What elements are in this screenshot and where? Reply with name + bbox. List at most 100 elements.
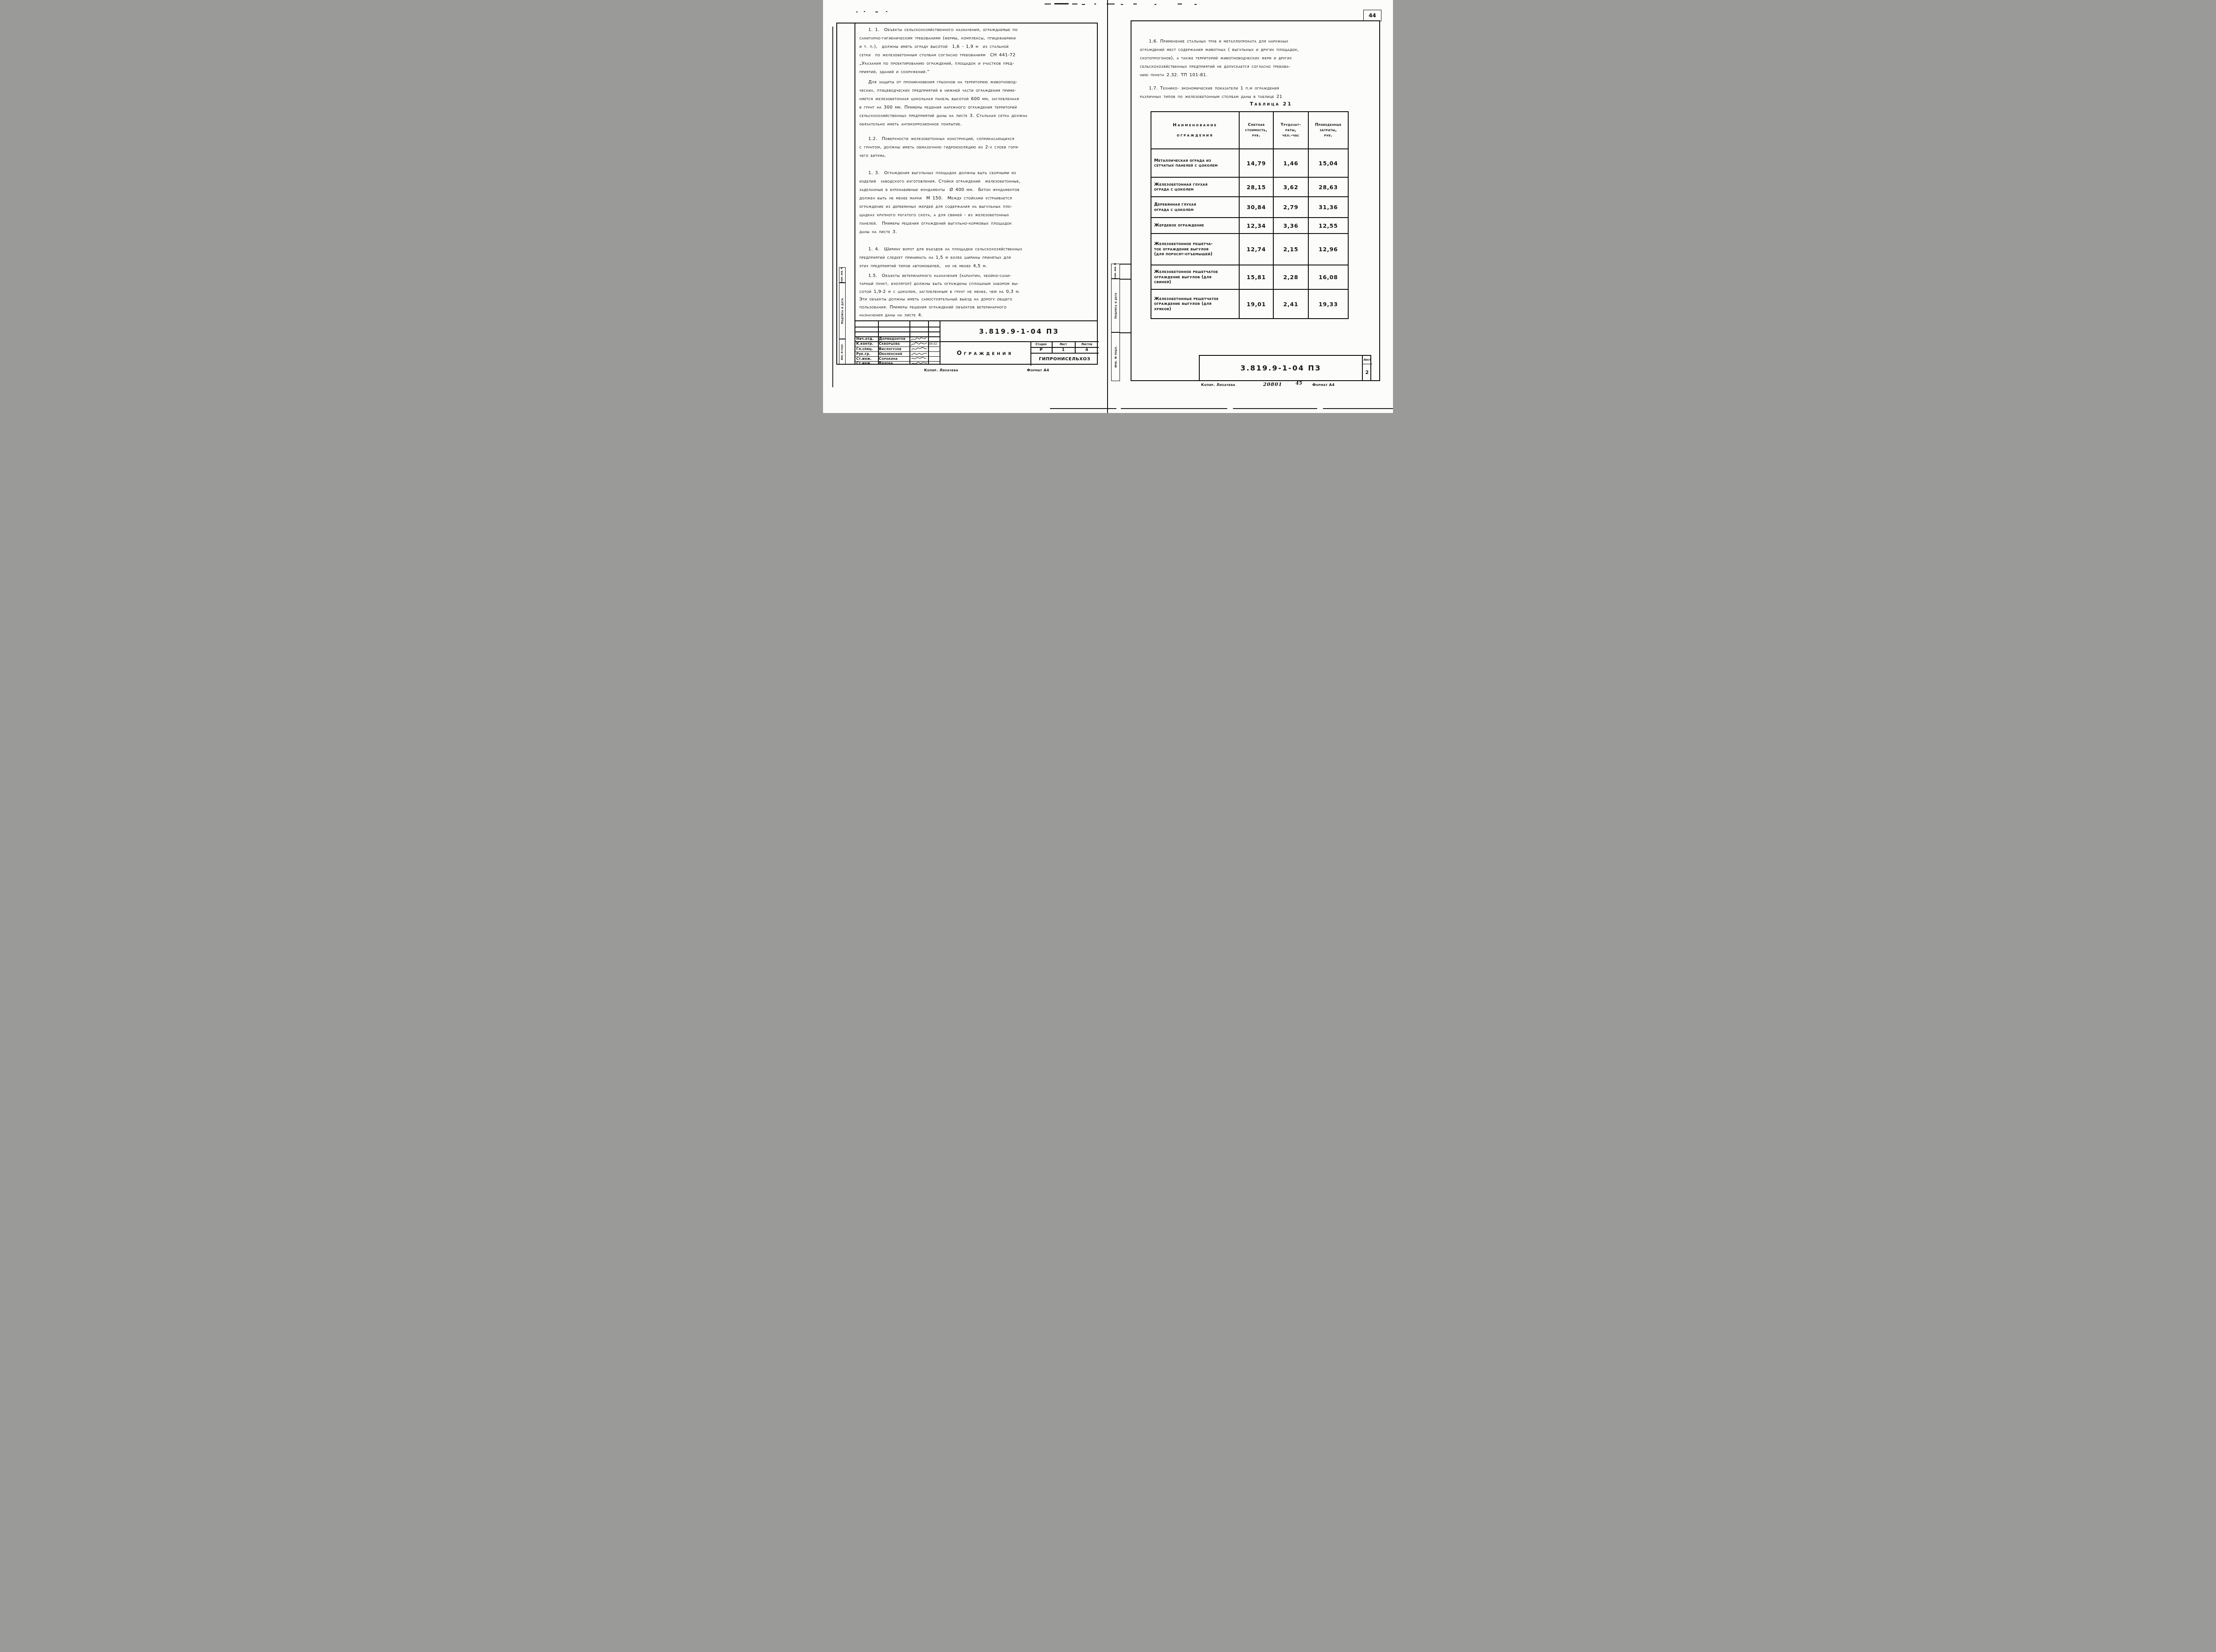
margin-tick xyxy=(1120,332,1131,333)
table-header-row: Наименование ограждения Сметная стоимост… xyxy=(1151,112,1348,148)
sheet-value: 2 xyxy=(1365,369,1369,375)
stage-header: Стадия xyxy=(1035,342,1047,346)
margin-tick xyxy=(1120,264,1131,265)
cell-labor: 2,41 xyxy=(1273,290,1308,318)
cell-cost: 30,84 xyxy=(1239,197,1273,217)
title-block-role: Гл.спец. xyxy=(856,347,873,351)
format-note: Формат А4 xyxy=(1027,368,1049,372)
signature-scribble xyxy=(911,356,928,361)
title-block-line xyxy=(855,351,940,352)
title-block-name: Оболенский xyxy=(879,351,902,356)
title-block-name: Дормидонтов xyxy=(879,337,906,341)
sheets-value: 4 xyxy=(1085,347,1088,352)
cell-labor: 3,36 xyxy=(1273,218,1308,233)
paragraph-1-1b: Для защиты от проникновения грызунов на … xyxy=(859,80,1028,127)
title-block-line xyxy=(909,321,910,364)
margin-label-podpis: Подпись и дата xyxy=(840,298,844,324)
cell-cost: 12,74 xyxy=(1239,234,1273,265)
table-row: Железобетонное решетча- тое ограждение в… xyxy=(1151,233,1348,265)
column-header-name: Наименование ограждения xyxy=(1173,123,1217,138)
cell-reduced: 31,36 xyxy=(1308,197,1348,217)
cell-labor: 2,15 xyxy=(1273,234,1308,265)
cell-cost: 28,15 xyxy=(1239,178,1273,196)
cell-labor: 1,46 xyxy=(1273,149,1308,177)
scanned-document: Взам. инв. N Подпись и дата Инв. N подл.… xyxy=(823,0,1393,413)
scan-artifact-dash xyxy=(1121,4,1123,5)
table-21: Наименование ограждения Сметная стоимост… xyxy=(1151,111,1349,319)
project-title: Ограждения xyxy=(956,350,1014,357)
scan-artifact-dash xyxy=(1121,408,1227,409)
cell-name: Железобетонное решетчатое ограждение выг… xyxy=(1154,269,1218,285)
margin-label-vzam: Взам. инв. N xyxy=(841,267,844,283)
bottom-stamp: 3.819.9-1-04 ПЗ Лист 2 xyxy=(1199,355,1372,381)
margin-box-podpis: Подпись и дата xyxy=(839,283,846,339)
signature-scribble xyxy=(911,337,928,341)
title-block-line xyxy=(855,336,940,337)
sheet-label: Лист xyxy=(1363,358,1371,362)
cell-reduced: 16,08 xyxy=(1308,265,1348,289)
column-header-labor: Трудозат- раты, чел.-час xyxy=(1273,112,1308,148)
scan-artifact-dash xyxy=(1233,408,1317,409)
cell-name: Железобетонное решетча- тое ограждение в… xyxy=(1154,242,1213,257)
sheet-header: Лист xyxy=(1059,342,1067,346)
cell-cost: 19,01 xyxy=(1239,290,1273,318)
sheet-value-cell: 2 xyxy=(1362,364,1372,380)
paragraph-1-3: 1. 3. Ограждения выгульных площадок долж… xyxy=(859,171,1021,234)
signature-scribble xyxy=(911,347,928,351)
cell-reduced: 28,63 xyxy=(1308,178,1348,196)
margin-label-podpis: Подпись и дата xyxy=(1114,292,1118,319)
left-page-inner-frame-line xyxy=(854,23,855,365)
signature-scribble xyxy=(911,361,928,366)
paragraph-1-1: 1. 1. Объекты сельскохозяйственного назн… xyxy=(859,27,1018,74)
page-mark: 45 xyxy=(1295,380,1303,386)
title-block-line xyxy=(928,321,929,364)
scan-artifact-dash xyxy=(1323,408,1393,409)
document-number: 3.819.9-1-04 ПЗ xyxy=(1240,364,1322,372)
margin-tick xyxy=(1120,279,1131,280)
title-block-name: Скворцова xyxy=(879,342,900,346)
margin-box-inv: Инв. N подл. xyxy=(839,339,846,365)
title-block-line xyxy=(855,331,940,332)
stamp-line xyxy=(1362,356,1363,380)
table-row: Железобетонная глухая ограда с цоколем 2… xyxy=(1151,177,1348,196)
cell-reduced: 12,55 xyxy=(1308,218,1348,233)
order-number: 20801 xyxy=(1263,382,1283,387)
margin-box-vzam: Взам. инв. N xyxy=(1111,263,1120,280)
cell-reduced: 12,96 xyxy=(1308,234,1348,265)
cell-labor: 2,28 xyxy=(1273,265,1308,289)
title-block-line xyxy=(1030,347,1099,348)
table-row: Жердевое ограждение 12,34 3,36 12,55 xyxy=(1151,217,1348,233)
cell-reduced: 15,04 xyxy=(1308,149,1348,177)
format-note: Формат А4 xyxy=(1312,383,1335,387)
cell-name: Железобетонная глухая ограда с цоколем xyxy=(1154,182,1208,192)
title-block-name: Сорокина xyxy=(879,356,898,361)
scan-artifact-dot xyxy=(864,11,865,12)
title-block-role: К.контр. xyxy=(856,342,874,346)
paragraph-1-6: 1.6. Применение стальных труб и металлоп… xyxy=(1140,39,1299,78)
paragraph-1-5: 1.5. Объекты ветеринарного назначения (к… xyxy=(859,273,1020,318)
title-block-line xyxy=(855,361,940,362)
title-block-name: Вялова xyxy=(879,361,893,366)
scan-artifact-dot xyxy=(886,11,887,12)
table-row: Железобетонное решетчатое ограждение выг… xyxy=(1151,265,1348,289)
title-block-line xyxy=(1030,353,1099,354)
signature-scribble xyxy=(911,342,928,346)
cell-cost: 12,34 xyxy=(1239,218,1273,233)
title-block-role: Нач.отд. xyxy=(856,337,874,341)
cell-labor: 2,79 xyxy=(1273,197,1308,217)
paragraph-1-2: 1.2. Поверхности железобетонных конструк… xyxy=(859,136,1019,158)
title-block: Нач.отд. Дормидонтов К.контр. Скворцова … xyxy=(854,320,1099,366)
margin-label-inv: Инв. N подл. xyxy=(1114,346,1118,368)
margin-label-vzam: Взам. инв. N xyxy=(1114,263,1117,280)
title-block-role: Ст.инж. xyxy=(856,361,872,366)
paragraph-1-4: 1. 4. Ширину ворот для въездов на площад… xyxy=(859,247,1022,269)
copier-note: Копир. Лихачева xyxy=(1201,383,1236,387)
left-scan-edge xyxy=(832,27,833,387)
cell-cost: 14,79 xyxy=(1239,149,1273,177)
document-number: 3.819.9-1-04 ПЗ xyxy=(979,327,1059,335)
title-block-line xyxy=(855,356,940,357)
sheets-header: Листов xyxy=(1081,342,1092,346)
cell-name: Жердевое ограждение xyxy=(1154,223,1204,228)
column-header-cost: Сметная стоимость, руб. xyxy=(1239,112,1273,148)
cell-name: Металлическая ограда из сетчатых панелей… xyxy=(1154,158,1218,168)
